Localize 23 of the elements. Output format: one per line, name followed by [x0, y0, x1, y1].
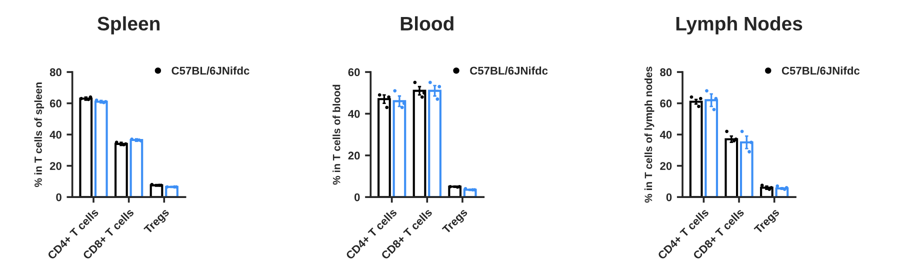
legend-label: C57BL/6JNifdc [172, 66, 250, 75]
y-tick-label: 20 [660, 162, 672, 170]
y-tick-label: 60 [348, 68, 360, 76]
chart-title: Blood [400, 16, 454, 31]
y-tick-label: 0 [354, 193, 360, 202]
chart-title: Lymph Nodes [676, 16, 802, 34]
y-tick-label: 0 [56, 193, 62, 202]
y-axis-title: % in T cells of blood [332, 84, 340, 185]
y-tick-label: 20 [50, 162, 62, 170]
y-tick-label: 40 [50, 130, 62, 139]
chart-title: Spleen [98, 16, 160, 34]
y-tick-label: 60 [50, 100, 62, 108]
legend-label: C57BL/6JNifdc [470, 66, 548, 75]
y-tick-label: 20 [348, 152, 360, 160]
y-tick-label: 0 [666, 193, 672, 202]
y-axis-title: % in T cells of spleen [34, 82, 44, 187]
y-tick-label: 80 [660, 68, 672, 76]
y-axis-title: % in T cells of lymph nodes [644, 66, 654, 203]
y-tick-label: 80 [50, 68, 62, 76]
y-tick-label: 40 [660, 130, 672, 139]
legend-label: C57BL/6JNifdc [782, 66, 860, 75]
y-tick-label: 60 [660, 100, 672, 108]
y-tick-label: 40 [348, 110, 360, 118]
